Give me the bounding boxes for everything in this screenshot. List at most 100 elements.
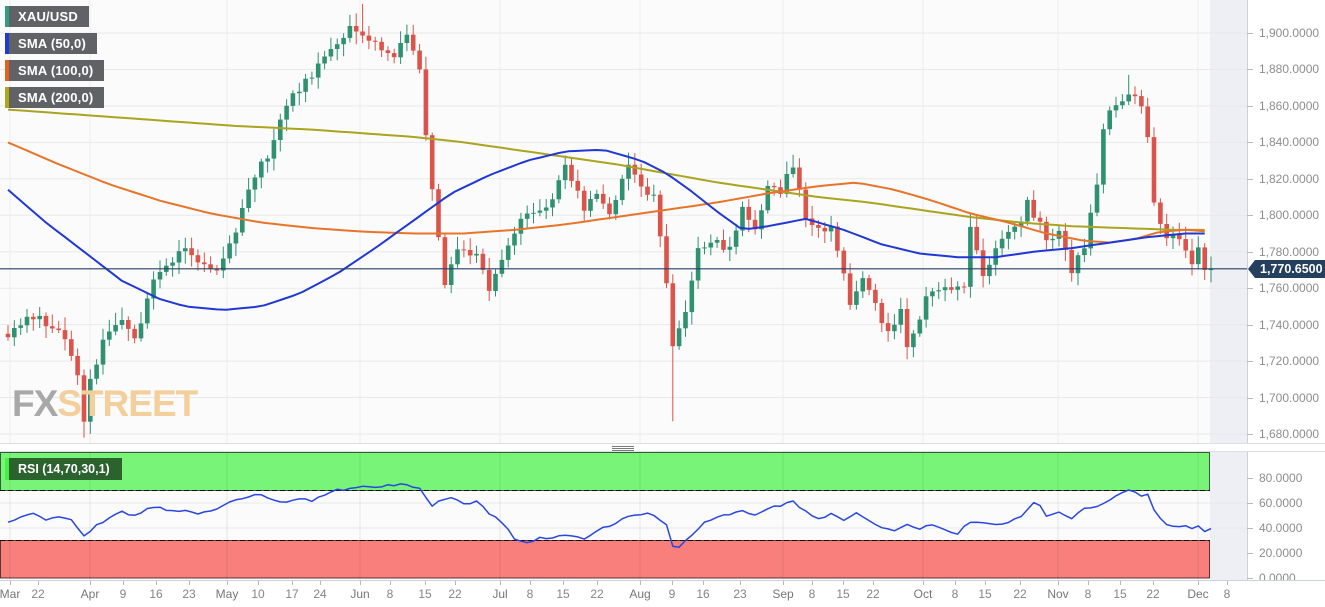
legend-item-label: XAU/USD xyxy=(9,6,89,27)
price-axis-tick xyxy=(1247,361,1253,362)
watermark-street: STREET xyxy=(57,383,198,424)
candlestick-series xyxy=(5,3,1214,438)
time-axis-tick xyxy=(1020,581,1021,585)
rsi-axis-label: 40.0000 xyxy=(1259,521,1303,535)
price-axis-label: 1,780.0000 xyxy=(1259,245,1320,259)
price-axis-label: 1,860.0000 xyxy=(1259,99,1320,113)
time-axis-tick xyxy=(640,581,641,585)
price-axis-tick xyxy=(1247,288,1253,289)
price-axis-tick xyxy=(1247,106,1253,107)
time-axis-label: 17 xyxy=(285,587,299,601)
rsi-oversold-band xyxy=(0,540,1210,579)
time-axis-tick xyxy=(985,581,986,585)
legend-item-sma-50-0[interactable]: SMA (50,0) xyxy=(5,33,104,54)
y-axis-border xyxy=(1247,0,1248,580)
price-plot[interactable] xyxy=(0,0,1247,443)
time-axis-month-label: Oct xyxy=(913,587,933,601)
time-axis-label: 15 xyxy=(836,587,850,601)
time-axis-tick xyxy=(425,581,426,585)
time-axis-month-label: Jun xyxy=(350,587,370,601)
time-axis-month-label: Apr xyxy=(80,587,100,601)
time-axis-label: 8 xyxy=(386,587,394,601)
price-axis-label: 1,800.0000 xyxy=(1259,208,1320,222)
time-axis-label: 15 xyxy=(978,587,992,601)
time-axis-tick xyxy=(955,581,956,585)
time-axis-label: 9 xyxy=(119,587,127,601)
time-axis-label: 8 xyxy=(526,587,534,601)
time-axis-tick xyxy=(455,581,456,585)
rsi-axis-label: 20.0000 xyxy=(1259,546,1303,560)
future-zone xyxy=(1210,452,1247,580)
rsi-line xyxy=(7,483,1212,548)
time-axis-tick xyxy=(320,581,321,585)
price-axis-tick xyxy=(1247,142,1253,143)
time-axis-label: 10 xyxy=(251,587,265,601)
time-axis-tick xyxy=(156,581,157,585)
time-axis-tick xyxy=(258,581,259,585)
time-axis-tick xyxy=(783,581,784,585)
future-zone xyxy=(1210,0,1247,443)
time-axis-tick xyxy=(292,581,293,585)
legend-item-label: SMA (50,0) xyxy=(9,33,97,54)
price-axis-tick xyxy=(1247,325,1253,326)
rsi-axis-tick xyxy=(1247,528,1253,529)
time-axis-tick xyxy=(703,581,704,585)
time-axis-tick xyxy=(1153,581,1154,585)
rsi-axis-tick xyxy=(1247,478,1253,479)
rsi-plot[interactable] xyxy=(0,452,1247,580)
price-axis-label: 1,680.0000 xyxy=(1259,427,1320,441)
time-axis-tick xyxy=(1088,581,1089,585)
rsi-axis-tick xyxy=(1247,503,1253,504)
legend-item-label: SMA (200,0) xyxy=(9,87,105,108)
fxstreet-watermark: FXSTREET xyxy=(12,383,198,424)
legend-color-bar xyxy=(5,60,9,81)
rsi-overbought-band xyxy=(0,452,1210,491)
price-axis-label: 1,740.0000 xyxy=(1259,318,1320,332)
time-axis-label: 22 xyxy=(31,587,45,601)
legend-color-bar xyxy=(5,6,9,27)
legend-item-sma-100-0[interactable]: SMA (100,0) xyxy=(5,60,105,81)
panel-splitter[interactable] xyxy=(0,443,1325,452)
price-axis-tick xyxy=(1247,33,1253,34)
time-axis-month-label: Dec xyxy=(1187,587,1209,601)
price-axis-tick xyxy=(1247,179,1253,180)
time-axis-tick xyxy=(123,581,124,585)
time-axis-label: 22 xyxy=(448,587,462,601)
legend-item-sma-200-0[interactable]: SMA (200,0) xyxy=(5,87,105,108)
legend-item-xau-usd[interactable]: XAU/USD xyxy=(5,6,104,27)
time-axis-label: 22 xyxy=(1013,587,1027,601)
time-axis-tick xyxy=(360,581,361,585)
price-axis-tick xyxy=(1247,434,1253,435)
price-axis-label: 1,700.0000 xyxy=(1259,391,1320,405)
time-axis-month-label: Sep xyxy=(772,587,794,601)
splitter-handle-icon[interactable] xyxy=(612,445,634,452)
time-axis-label: 16 xyxy=(696,587,710,601)
sma100-line xyxy=(7,141,1205,244)
time-axis-month-label: May xyxy=(215,587,239,601)
price-axis-label: 1,760.0000 xyxy=(1259,281,1320,295)
price-axis-label: 1,900.0000 xyxy=(1259,26,1320,40)
time-axis-tick xyxy=(38,581,39,585)
sma50-line xyxy=(7,149,1205,311)
time-axis-label: 8 xyxy=(1084,587,1092,601)
time-axis-label: 8 xyxy=(1223,587,1231,601)
price-axis-tick xyxy=(1247,215,1253,216)
time-axis-label: 8 xyxy=(808,587,816,601)
time-axis-month-label: Aug xyxy=(629,587,651,601)
legend-item-label: SMA (100,0) xyxy=(9,60,105,81)
rsi-indicator-label-text: RSI (14,70,30,1) xyxy=(9,458,122,480)
time-axis-label: 22 xyxy=(866,587,880,601)
time-axis-tick xyxy=(740,581,741,585)
time-axis-label: 15 xyxy=(556,587,570,601)
time-axis-tick xyxy=(10,581,11,585)
time-axis-tick xyxy=(90,581,91,585)
time-axis-tick xyxy=(843,581,844,585)
time-axis-month-label: Nov xyxy=(1047,587,1069,601)
time-axis-label: 23 xyxy=(182,587,196,601)
time-axis-tick xyxy=(227,581,228,585)
rsi-axis-label: 60.0000 xyxy=(1259,496,1303,510)
rsi-indicator-label[interactable]: RSI (14,70,30,1) xyxy=(5,458,122,480)
time-axis-label: 16 xyxy=(149,587,163,601)
time-axis[interactable]: Mar 22 Apr 9 16 23 May 10 17 24 Jun 8 15 22 Jul 8 15 22 Au… xyxy=(0,580,1325,607)
price-axis-label: 1,880.0000 xyxy=(1259,62,1320,76)
